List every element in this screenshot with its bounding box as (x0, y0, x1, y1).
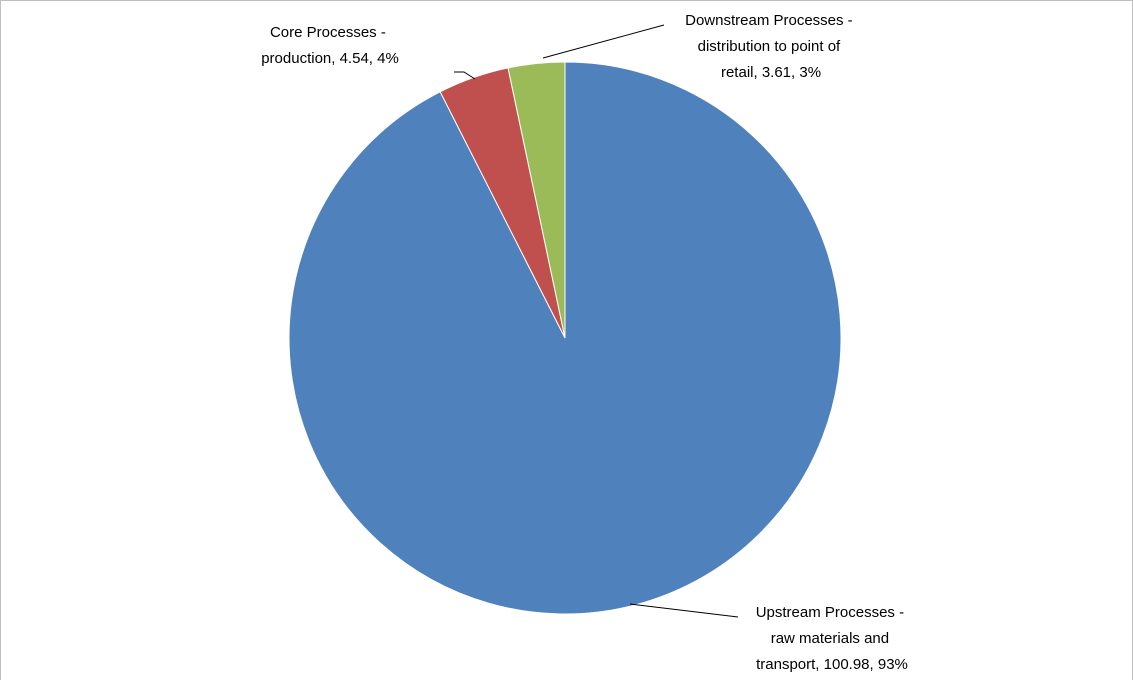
data-label-upstream: Upstream Processes - raw materials and t… (756, 604, 909, 673)
data-label-upstream-line-2: raw materials and (771, 630, 889, 647)
leader-line-core (454, 71, 476, 80)
pie-slice-downstream (507, 61, 566, 339)
data-label-core-line-1: Core Processes - (270, 24, 386, 41)
data-label-core: Core Processes - production, 4.54, 4% (261, 24, 399, 67)
data-label-downstream-line-1: Downstream Processes - (685, 12, 853, 29)
leader-line-upstream (629, 603, 739, 618)
data-label-downstream-line-3: retail, 3.61, 3% (721, 64, 821, 81)
data-label-downstream: Downstream Processes - distribution to p… (685, 12, 857, 81)
data-label-downstream-line-2: distribution to point of (698, 38, 841, 55)
data-label-core-line-2: production, 4.54, 4% (261, 50, 399, 67)
leader-line-downstream (542, 24, 665, 59)
data-label-upstream-line-1: Upstream Processes - (756, 604, 904, 621)
data-labels: Upstream Processes - raw materials and t… (261, 12, 908, 673)
pie-slices (288, 61, 842, 615)
data-label-upstream-line-3: transport, 100.98, 93% (756, 656, 908, 673)
leader-lines (454, 24, 739, 618)
